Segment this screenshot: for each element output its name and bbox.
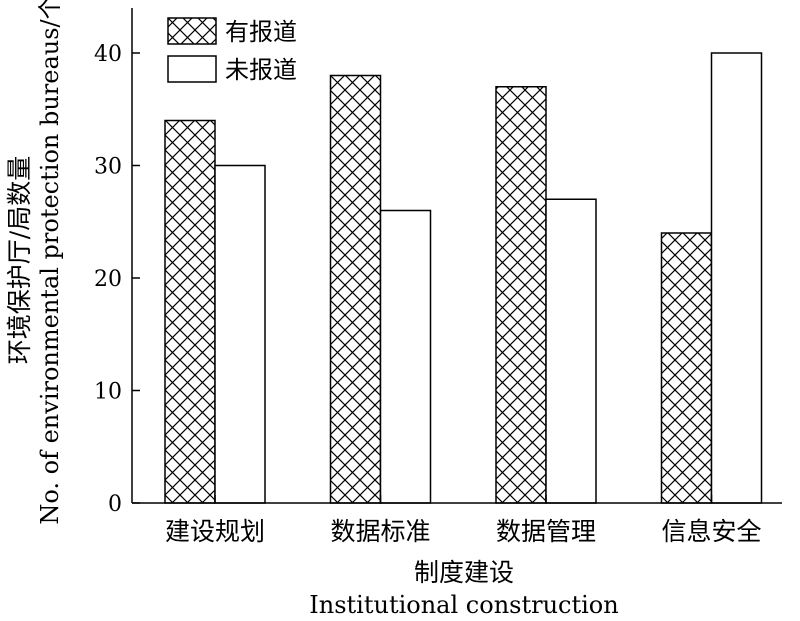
x-axis-title-en: Institutional construction: [309, 591, 618, 619]
bar-unreported-1: [379, 209, 432, 504]
y-tick-label: 30: [94, 155, 122, 180]
x-category-label: 数据标准: [330, 517, 430, 546]
y-tick-label: 0: [108, 492, 122, 517]
x-axis-title: 制度建设: [414, 558, 514, 587]
x-category-label: 建设规划: [165, 517, 265, 546]
y-tick-label: 10: [94, 380, 122, 405]
legend-swatch-unreported: [167, 55, 217, 83]
axes-layer: [131, 8, 782, 504]
bar-reported-0: [164, 119, 216, 504]
legend-swatch-reported: [167, 17, 217, 45]
legend-label-unreported: 未报道: [225, 56, 297, 84]
x-category-label: 数据管理: [496, 517, 596, 546]
legend: 有报道 未报道: [167, 17, 297, 84]
y-axis-title: 环境保护厅/局数量: [5, 156, 34, 364]
bar-reported-2: [495, 86, 547, 504]
y-tick-label: 40: [94, 42, 122, 67]
bar-unreported-3: [710, 52, 763, 504]
legend-label-reported: 有报道: [225, 18, 297, 46]
x-category-labels: 建设规划 数据标准 数据管理 信息安全: [165, 495, 762, 546]
bars-layer: [164, 52, 763, 504]
bar-reported-3: [660, 232, 713, 504]
bar-unreported-2: [545, 198, 597, 504]
bar-reported-1: [329, 74, 382, 504]
y-axis-title-en: No. of environmental protection bureaus/…: [36, 0, 64, 525]
bar-unreported-0: [214, 164, 266, 504]
y-tick-label: 20: [94, 267, 122, 292]
y-ticks-layer: 0 10 20 30 40: [94, 42, 140, 517]
x-category-label: 信息安全: [661, 517, 761, 546]
